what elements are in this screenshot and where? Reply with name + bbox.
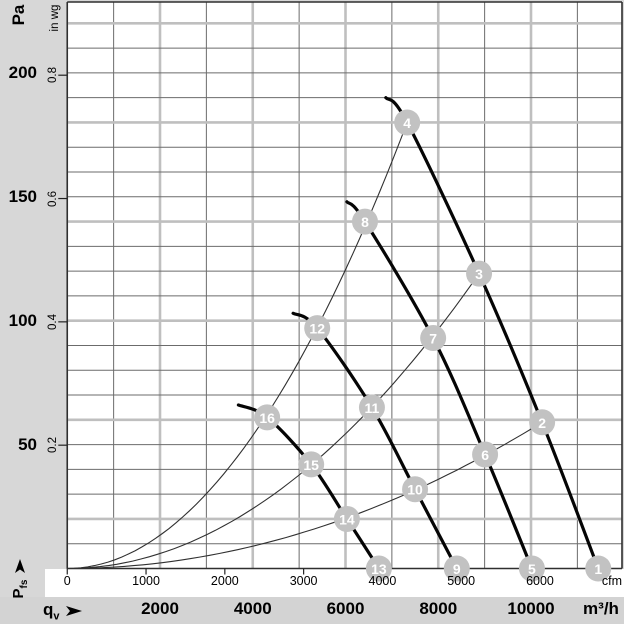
inwg-tick-label-0.8: 0.8 xyxy=(47,67,59,84)
operating-point-label: 1 xyxy=(594,561,602,577)
operating-point-8: 8 xyxy=(351,208,378,235)
operating-point-label: 12 xyxy=(309,321,325,337)
y-axis-unit-inwg: in wg xyxy=(49,4,61,32)
operating-point-label: 16 xyxy=(259,410,275,426)
m3h-unit-label: m³/h xyxy=(583,599,619,618)
pa-tick-label-50: 50 xyxy=(18,434,37,454)
operating-point-1: 1 xyxy=(585,555,612,582)
operating-point-4: 4 xyxy=(394,109,421,136)
y-axis-symbol-pfs: Pfs xyxy=(9,543,31,613)
operating-point-11: 11 xyxy=(358,394,385,421)
x-axis-symbol-qv: qv xyxy=(43,600,83,622)
operating-point-2: 2 xyxy=(529,409,556,436)
cfm-tick-label-6000: 6000 xyxy=(526,574,554,588)
operating-point-label: 14 xyxy=(339,511,355,527)
cfm-unit-label: cfm xyxy=(601,574,623,588)
operating-point-3: 3 xyxy=(466,260,493,287)
operating-point-label: 3 xyxy=(475,266,483,282)
system-curve-A xyxy=(67,122,408,570)
fan-curve-3 xyxy=(291,311,459,571)
m3h-tick-label-4000: 4000 xyxy=(233,599,272,618)
operating-point-14: 14 xyxy=(333,505,360,532)
cfm-tick-label-0: 0 xyxy=(63,574,71,588)
inwg-tick-label-0.6: 0.6 xyxy=(47,190,59,207)
inwg-tick-label-0.2: 0.2 xyxy=(47,437,59,454)
pfs-text: Pfs xyxy=(10,579,30,599)
m3h-tick-label-10000: 10000 xyxy=(507,599,555,618)
flow-unit-band xyxy=(0,597,624,624)
m3h-tick-label-8000: 8000 xyxy=(419,599,458,618)
operating-point-label: 6 xyxy=(481,447,489,463)
operating-point-label: 11 xyxy=(365,400,380,416)
operating-point-15: 15 xyxy=(298,451,325,478)
pa-tick-label-200: 200 xyxy=(8,62,37,82)
cfm-tick-label-3000: 3000 xyxy=(289,574,318,588)
cfm-tick-label-2000: 2000 xyxy=(210,574,239,588)
up-arrow-icon xyxy=(15,558,25,573)
qv-text: qv xyxy=(43,599,60,623)
operating-point-label: 9 xyxy=(453,561,461,577)
operating-point-label: 8 xyxy=(361,214,369,230)
operating-point-10: 10 xyxy=(402,476,429,503)
operating-point-6: 6 xyxy=(472,441,499,468)
system-curve-B xyxy=(67,273,480,570)
inwg-tick-label-0.4: 0.4 xyxy=(47,313,59,330)
y-axis-unit-pa: Pa xyxy=(9,4,28,26)
operating-point-7: 7 xyxy=(420,325,447,352)
cfm-tick-label-1000: 1000 xyxy=(132,574,160,588)
pa-tick-label-100: 100 xyxy=(8,310,37,330)
operating-point-12: 12 xyxy=(304,315,331,342)
operating-point-label: 7 xyxy=(429,331,437,347)
operating-point-label: 4 xyxy=(403,115,411,131)
pa-tick-label-150: 150 xyxy=(8,186,37,206)
operating-point-label: 5 xyxy=(528,561,536,577)
operating-point-label: 15 xyxy=(303,457,319,473)
cfm-tick-label-4000: 4000 xyxy=(368,574,397,588)
m3h-tick-label-6000: 6000 xyxy=(326,599,365,618)
system-curve-C xyxy=(67,421,543,570)
operating-point-5: 5 xyxy=(518,555,545,582)
operating-point-label: 2 xyxy=(538,415,546,431)
operating-point-16: 16 xyxy=(254,404,281,431)
operating-point-9: 9 xyxy=(443,555,470,582)
operating-point-13: 13 xyxy=(365,555,392,582)
operating-point-label: 10 xyxy=(407,482,423,498)
cfm-tick-label-5000: 5000 xyxy=(447,574,476,588)
m3h-tick-label-2000: 2000 xyxy=(141,599,179,618)
right-arrow-icon xyxy=(65,606,82,616)
operating-point-label: 13 xyxy=(371,561,387,577)
